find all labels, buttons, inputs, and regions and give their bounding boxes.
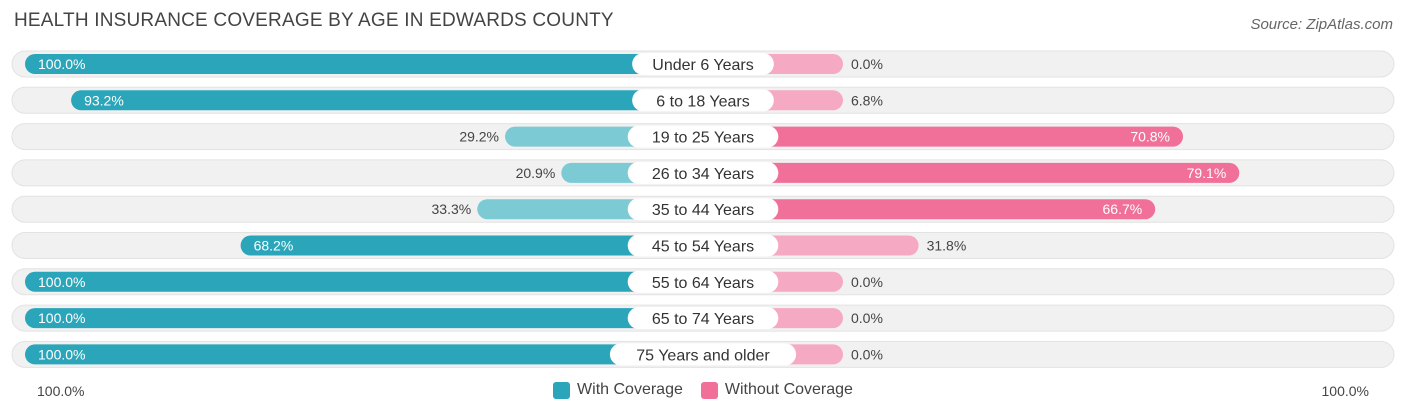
category-label-19-to-25-years: 19 to 25 Years <box>652 130 754 147</box>
label-with-coverage-75-years-and-older: 100.0% <box>38 346 85 362</box>
label-without-coverage-under-6-years: 0.0% <box>851 56 883 72</box>
legend-swatch-with-coverage <box>553 381 571 399</box>
label-without-coverage-26-to-34-years: 79.1% <box>1187 165 1227 181</box>
bar-with-coverage-55-to-64-years <box>25 271 703 292</box>
category-label-35-to-44-years: 35 to 44 Years <box>652 202 754 219</box>
category-pill-under-6-years <box>632 53 774 75</box>
bar-with-coverage-45-to-54-years <box>240 235 703 256</box>
label-without-coverage-55-to-64-years: 0.0% <box>851 274 883 290</box>
label-without-coverage-6-to-18-years: 6.8% <box>851 92 883 108</box>
bar-with-coverage-65-to-74-years <box>25 308 703 329</box>
category-label-55-to-64-years: 55 to 64 Years <box>652 275 754 292</box>
legend-swatch-without-coverage <box>700 381 718 399</box>
label-with-coverage-65-to-74-years: 100.0% <box>38 310 85 326</box>
category-pill-75-years-and-older <box>609 343 797 366</box>
bar-with-coverage-under-6-years <box>25 54 703 74</box>
category-pill-55-to-64-years <box>627 270 779 293</box>
bar-without-coverage-26-to-34-years <box>703 162 1240 183</box>
category-label-75-years-and-older: 75 Years and older <box>636 347 770 364</box>
category-pill-19-to-25-years <box>627 125 779 148</box>
bar-without-coverage-35-to-44-years <box>703 199 1156 220</box>
axis-right-label: 100.0% <box>1321 383 1369 399</box>
category-label-45-to-54-years: 45 to 54 Years <box>652 239 754 256</box>
label-with-coverage-45-to-54-years: 68.2% <box>254 238 294 254</box>
label-without-coverage-45-to-54-years: 31.8% <box>927 238 967 254</box>
label-with-coverage-19-to-25-years: 29.2% <box>459 129 499 145</box>
category-label-26-to-34-years: 26 to 34 Years <box>652 166 754 183</box>
category-pill-6-to-18-years <box>632 89 774 112</box>
legend-label-without-coverage: Without Coverage <box>724 381 853 398</box>
chart-title: HEALTH INSURANCE COVERAGE BY AGE IN EDWA… <box>14 10 614 31</box>
legend-label-with-coverage: With Coverage <box>577 381 683 398</box>
label-without-coverage-65-to-74-years: 0.0% <box>851 310 883 326</box>
label-without-coverage-75-years-and-older: 0.0% <box>851 346 883 362</box>
chart-source: Source: ZipAtlas.com <box>1250 16 1393 33</box>
category-pill-35-to-44-years <box>627 198 779 221</box>
legend-item-with-coverage[interactable]: With Coverage <box>553 381 683 399</box>
legend-item-without-coverage[interactable]: Without Coverage <box>700 381 853 399</box>
axis-left-label: 100.0% <box>37 383 85 399</box>
label-without-coverage-19-to-25-years: 70.8% <box>1130 129 1170 145</box>
legend: With Coverage Without Coverage <box>0 381 1406 399</box>
category-pill-26-to-34-years <box>627 161 779 184</box>
label-with-coverage-35-to-44-years: 33.3% <box>432 201 472 217</box>
label-with-coverage-6-to-18-years: 93.2% <box>84 92 124 108</box>
category-label-65-to-74-years: 65 to 74 Years <box>652 311 754 328</box>
bar-with-coverage-6-to-18-years <box>71 90 703 111</box>
category-pill-45-to-54-years <box>627 234 779 257</box>
label-without-coverage-35-to-44-years: 66.7% <box>1103 201 1143 217</box>
bar-with-coverage-75-years-and-older <box>25 344 703 365</box>
category-label-6-to-18-years: 6 to 18 Years <box>656 93 749 110</box>
label-with-coverage-under-6-years: 100.0% <box>38 56 85 72</box>
category-pill-65-to-74-years <box>627 307 779 330</box>
chart-svg: 100.0% 0.0% Under 6 Years 93.2% 6.8% 6 to 18 … <box>11 50 1395 368</box>
category-label-under-6-years: Under 6 Years <box>652 57 753 74</box>
label-with-coverage-26-to-34-years: 20.9% <box>516 165 556 181</box>
label-with-coverage-55-to-64-years: 100.0% <box>38 274 85 290</box>
bar-without-coverage-19-to-25-years <box>703 126 1184 147</box>
